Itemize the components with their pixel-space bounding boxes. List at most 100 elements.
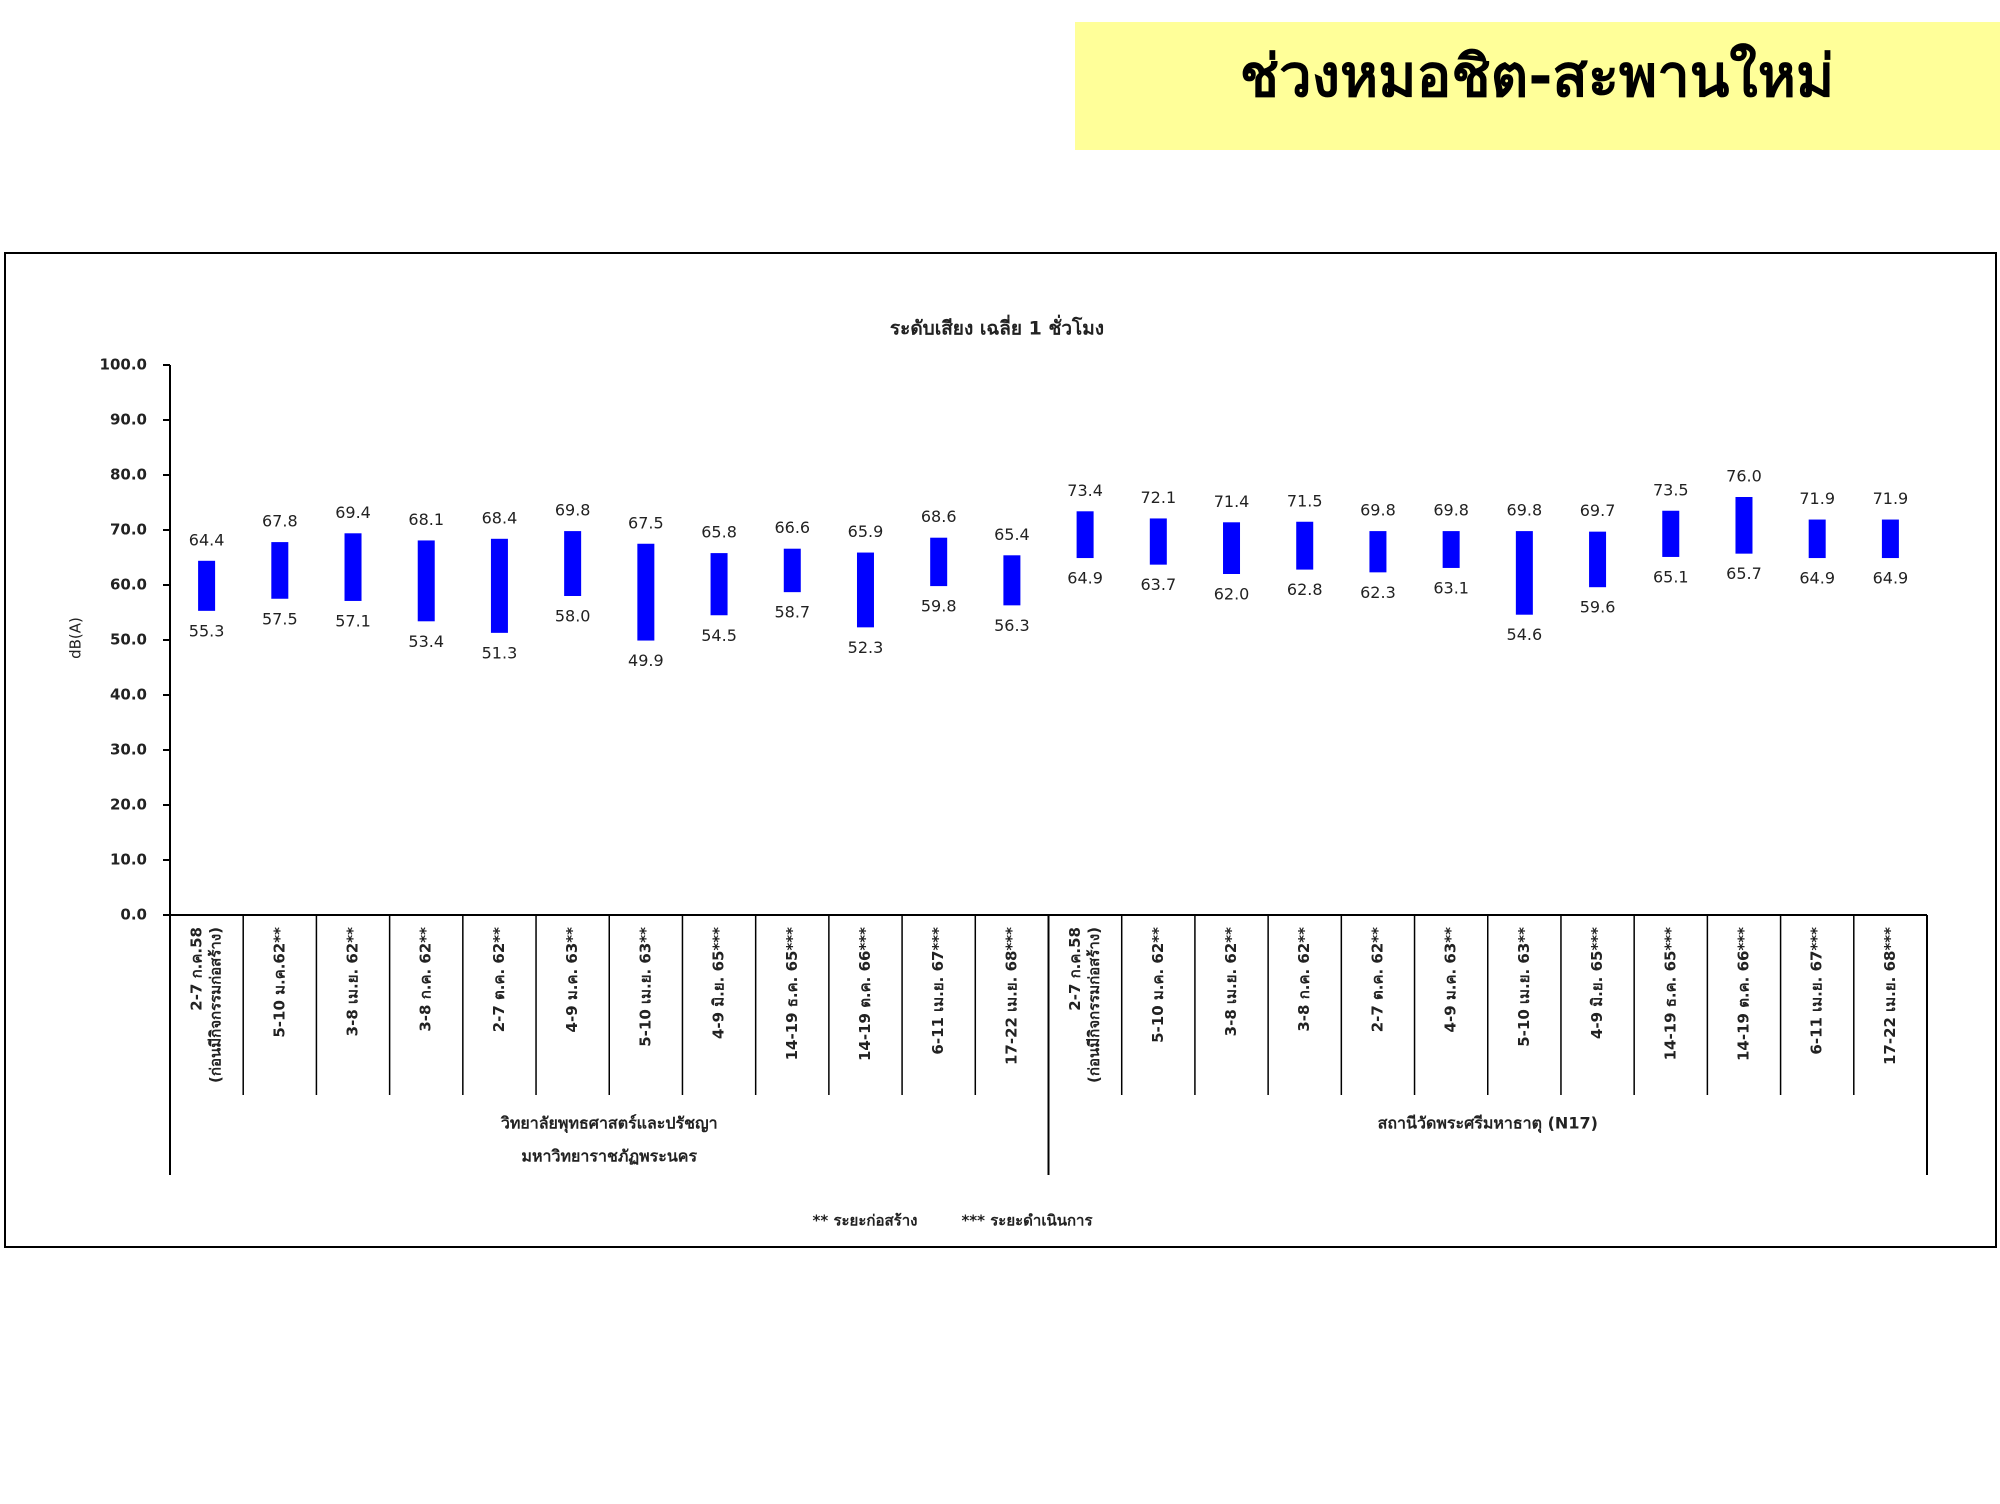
y-tick-label: 60.0 [110,576,147,594]
high-value-label: 73.5 [1653,480,1689,499]
high-value-label: 69.8 [1433,501,1469,520]
range-bar [1003,555,1021,606]
y-tick-label: 80.0 [110,466,147,484]
high-value-label: 69.4 [335,503,371,522]
range-bar [930,537,948,587]
low-value-label: 49.9 [628,651,664,670]
range-bar [1662,510,1680,557]
y-axis-label: dB(A) [67,617,85,659]
range-bar [1589,531,1607,588]
range-bar [198,560,216,611]
y-tick-label: 50.0 [110,631,147,649]
low-value-label: 64.9 [1067,569,1103,588]
range-bar [1808,519,1826,559]
high-value-label: 67.8 [262,512,298,531]
high-value-label: 71.5 [1287,491,1323,510]
low-value-label: 58.7 [774,603,810,622]
x-tick-label: 4-9 มิ.ย. 65*** [1588,927,1606,1039]
y-tick-label: 100.0 [100,356,147,374]
x-tick-label: 5-10 ม.ค. 62** [1149,927,1167,1043]
high-value-label: 65.9 [848,522,884,541]
low-value-label: 59.8 [921,597,957,616]
high-value-label: 67.5 [628,513,664,532]
range-bar [1881,519,1899,559]
range-bar [1442,531,1460,568]
low-value-label: 64.9 [1799,569,1835,588]
range-bar [1515,531,1533,615]
x-tick-label: 4-9 ม.ค. 63** [563,927,581,1033]
low-value-label: 53.4 [408,632,444,651]
title-box [1075,22,2000,150]
high-value-label: 68.4 [482,508,518,527]
group-label: มหาวิทยาราชภัฏพระนคร [521,1147,697,1166]
y-tick-label: 30.0 [110,741,147,759]
range-bar [271,542,289,599]
low-value-label: 62.8 [1287,580,1323,599]
x-tick-label: 14-19 ต.ค. 66*** [856,927,874,1061]
x-tick-label: 3-8 ก.ค. 62** [417,927,435,1032]
low-value-label: 54.5 [701,626,737,645]
high-value-label: 68.1 [408,510,444,529]
y-tick-label: 0.0 [120,906,147,924]
x-tick-label: 6-11 เม.ย. 67*** [929,927,947,1055]
x-tick-label: 2-7 ก.ค.58 [188,927,206,1011]
high-value-label: 65.4 [994,525,1030,544]
low-value-label: 64.9 [1873,569,1909,588]
high-value-label: 71.9 [1873,489,1909,508]
high-value-label: 71.4 [1214,492,1250,511]
x-tick-label: 14-19 ต.ค. 66*** [1734,927,1752,1061]
x-tick-label: (ก่อนมีกิจกรรมก่อสร้าง) [207,927,225,1083]
footnote: *** ระยะดำเนินการ [961,1212,1093,1230]
low-value-label: 62.3 [1360,583,1396,602]
group-label: วิทยาลัยพุทธศาสตร์และปรัชญา [500,1114,718,1134]
low-value-label: 54.6 [1507,625,1543,644]
range-bar [564,531,582,596]
low-value-label: 59.6 [1580,598,1616,617]
high-value-label: 73.4 [1067,481,1103,500]
x-tick-label: 5-10 ม.ค.62** [270,927,288,1038]
range-bar [1076,511,1094,559]
range-bar [710,553,728,616]
range-bar [783,548,801,593]
high-value-label: 71.9 [1799,489,1835,508]
x-tick-label: 17-22 เม.ย. 68*** [1002,927,1020,1065]
low-value-label: 65.1 [1653,567,1689,586]
low-value-label: 57.1 [335,611,371,630]
low-value-label: 51.3 [482,643,518,662]
chart-frame [4,252,1997,1248]
low-value-label: 56.3 [994,616,1030,635]
high-value-label: 68.6 [921,507,957,526]
low-value-label: 52.3 [848,638,884,657]
range-bar [1223,522,1241,574]
range-bar [1296,521,1314,570]
high-value-label: 69.8 [1360,501,1396,520]
x-tick-label: 5-10 เม.ย. 63** [1515,927,1533,1047]
low-value-label: 65.7 [1726,564,1762,583]
range-bar [1735,497,1753,554]
range-bar [490,538,508,633]
high-value-label: 66.6 [774,518,810,537]
y-tick-label: 90.0 [110,411,147,429]
y-tick-label: 10.0 [110,851,147,869]
footnote: ** ระยะก่อสร้าง [813,1212,918,1230]
page-title: ช่วงหมอชิต-สะพานใหม่ [1240,42,1834,110]
x-tick-label: 5-10 เม.ย. 63** [636,927,654,1047]
x-tick-label: 14-19 ธ.ค. 65*** [783,927,801,1061]
x-tick-label: 6-11 เม.ย. 67*** [1808,927,1826,1055]
high-value-label: 64.4 [189,530,225,549]
low-value-label: 62.0 [1214,585,1250,604]
low-value-label: 63.1 [1433,578,1469,597]
x-tick-label: 2-7 ก.ค.58 [1066,927,1084,1011]
range-bar [344,533,362,601]
range-bar [856,552,874,628]
y-tick-label: 70.0 [110,521,147,539]
high-value-label: 69.8 [555,501,591,520]
x-tick-label: 3-8 เม.ย. 62** [1222,927,1240,1036]
x-tick-label: 3-8 ก.ค. 62** [1295,927,1313,1032]
x-tick-label: 4-9 มิ.ย. 65*** [710,927,728,1039]
low-value-label: 58.0 [555,607,591,626]
x-tick-label: (ก่อนมีกิจกรรมก่อสร้าง) [1085,927,1103,1083]
low-value-label: 55.3 [189,621,225,640]
low-value-label: 63.7 [1141,575,1177,594]
